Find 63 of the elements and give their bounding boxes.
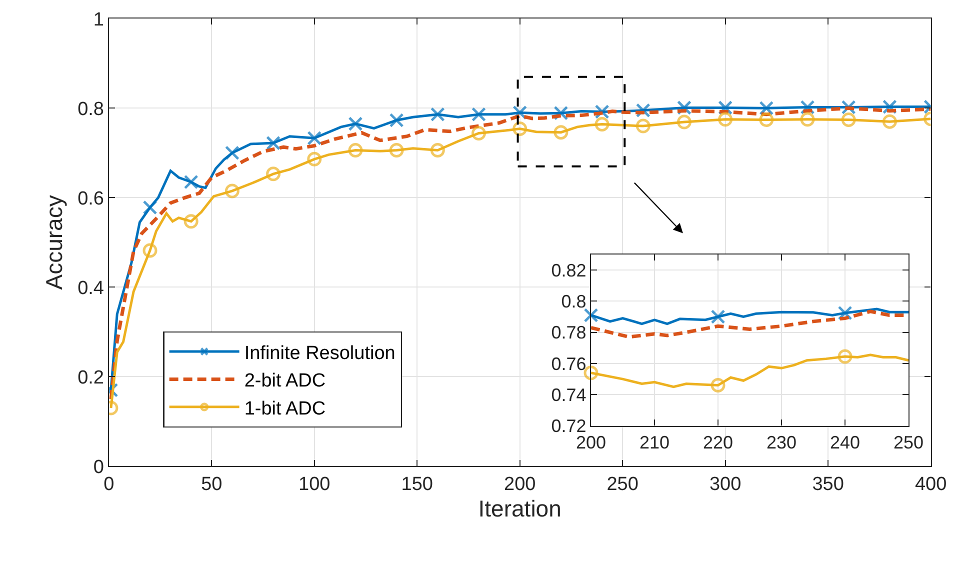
y-tick-label: 0.76 xyxy=(551,354,586,374)
x-axis-title: Iteration xyxy=(478,496,562,522)
point xyxy=(800,112,815,127)
point xyxy=(224,184,240,198)
point xyxy=(882,114,897,129)
legend-label: 2-bit ADC xyxy=(244,370,326,392)
y-tick-label: 0 xyxy=(93,456,104,478)
point xyxy=(759,100,774,116)
point xyxy=(348,116,363,132)
y-tick-label: 0.6 xyxy=(78,188,104,210)
y-tick-label: 0.74 xyxy=(551,384,586,405)
point xyxy=(710,378,726,393)
point xyxy=(307,130,322,146)
x-tick-label: 400 xyxy=(914,474,947,496)
x-tick-label: 220 xyxy=(702,432,734,452)
point xyxy=(224,146,240,160)
point xyxy=(718,112,733,127)
x-tick-label: 350 xyxy=(812,474,844,496)
x-tick-label: 240 xyxy=(830,432,860,452)
x-tick-label: 100 xyxy=(298,474,330,496)
point xyxy=(184,214,198,229)
x-tick-label: 250 xyxy=(606,474,638,496)
x-tick-label: 200 xyxy=(504,474,536,496)
x-tick-label: 250 xyxy=(894,432,924,452)
point xyxy=(430,142,445,158)
point xyxy=(307,152,322,166)
point xyxy=(348,142,363,158)
point xyxy=(142,200,158,215)
point xyxy=(584,366,598,380)
point xyxy=(838,306,852,320)
y-tick-label: 0.8 xyxy=(78,98,104,120)
x-tick-label: 300 xyxy=(709,474,742,496)
point xyxy=(472,107,486,122)
point xyxy=(636,118,650,134)
point xyxy=(430,107,445,122)
point xyxy=(594,117,610,132)
y-tick-label: 0.2 xyxy=(78,367,104,388)
legend-label: Infinite Resolution xyxy=(244,342,396,364)
point xyxy=(841,112,856,128)
legend-label: 1-bit ADC xyxy=(244,398,326,420)
point xyxy=(389,142,404,158)
point xyxy=(389,112,404,128)
point xyxy=(759,112,774,128)
y-tick-label: 0.82 xyxy=(551,260,586,280)
point xyxy=(838,349,852,364)
y-tick-label: 0.78 xyxy=(551,322,586,343)
y-tick-label: 0.8 xyxy=(561,291,586,312)
point xyxy=(184,174,198,190)
point xyxy=(266,136,281,150)
x-tick-label: 230 xyxy=(766,432,797,452)
point xyxy=(710,310,726,324)
x-tick-label: 150 xyxy=(401,474,433,496)
point xyxy=(676,114,692,130)
point xyxy=(472,126,486,140)
point xyxy=(142,243,158,258)
point xyxy=(266,166,281,182)
y-axis-title: Accuracy xyxy=(41,194,68,290)
y-tick-label: 0.4 xyxy=(78,278,104,299)
x-tick-label: 50 xyxy=(201,474,222,496)
x-tick-label: 210 xyxy=(639,432,670,452)
point xyxy=(584,308,598,322)
y-tick-label: 1 xyxy=(93,9,104,30)
point xyxy=(554,125,568,140)
